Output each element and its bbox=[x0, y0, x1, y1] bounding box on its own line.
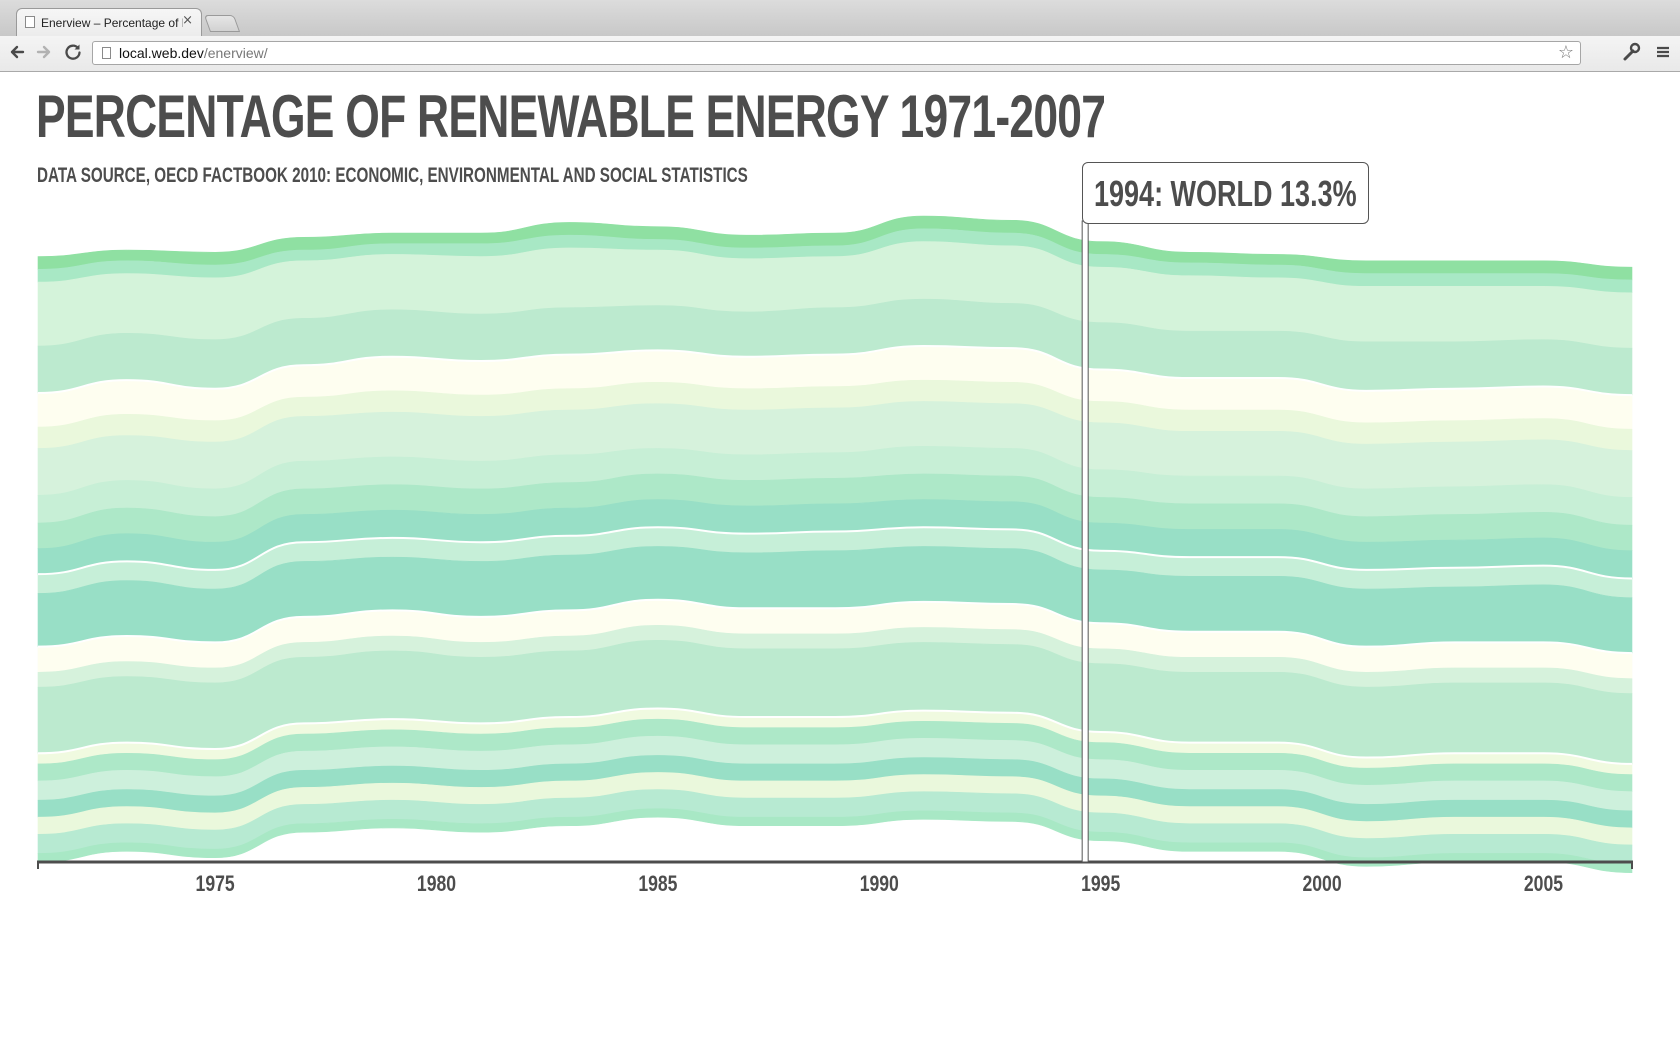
x-tick-label: 2000 bbox=[1302, 872, 1341, 896]
menu-icon[interactable] bbox=[1652, 41, 1674, 63]
year-marker-line[interactable] bbox=[1081, 220, 1089, 863]
arrow-left-icon[interactable] bbox=[6, 41, 28, 63]
tab-title: Enerview – Percentage of R bbox=[41, 16, 183, 30]
year-marker bbox=[1081, 220, 1089, 863]
tab-strip: Enerview – Percentage of R × bbox=[0, 0, 1680, 36]
url-path: /enerview/ bbox=[203, 45, 268, 61]
page-icon bbox=[25, 16, 35, 28]
layer-separator bbox=[37, 598, 1633, 655]
url-host: local.web.dev bbox=[119, 45, 204, 61]
layer-separator bbox=[37, 345, 1633, 397]
stream-layers bbox=[37, 215, 1633, 873]
star-icon[interactable]: ☆ bbox=[1557, 42, 1574, 63]
x-tick-label: 1980 bbox=[417, 872, 456, 896]
browser-tab[interactable]: Enerview – Percentage of R × bbox=[16, 8, 202, 36]
layer-separator bbox=[37, 526, 1633, 580]
wrench-icon[interactable] bbox=[1620, 41, 1642, 63]
url-text: local.web.dev/enerview/ bbox=[119, 45, 268, 61]
x-tick-label: 2005 bbox=[1524, 872, 1563, 896]
stream-layer-22[interactable] bbox=[37, 808, 1633, 873]
arrow-right-icon[interactable] bbox=[33, 41, 55, 63]
page-subtitle: DATA SOURCE, OECD FACTBOOK 2010: ECONOMI… bbox=[37, 164, 748, 187]
address-bar[interactable]: local.web.dev/enerview/ ☆ bbox=[92, 41, 1581, 65]
x-tick-label: 1985 bbox=[638, 872, 677, 896]
x-tick-label: 1975 bbox=[196, 872, 235, 896]
page-title: PERCENTAGE OF RENEWABLE ENERGY 1971-2007 bbox=[36, 83, 1106, 150]
x-tick-label: 1990 bbox=[860, 872, 899, 896]
year-tooltip: 1994: WORLD 13.3% bbox=[1082, 162, 1369, 224]
browser-toolbar: local.web.dev/enerview/ ☆ bbox=[0, 36, 1680, 72]
page-icon bbox=[102, 47, 111, 59]
x-axis: 1975 1980 1985 1990 1995 2000 2005 bbox=[37, 860, 1633, 897]
reload-icon[interactable] bbox=[62, 41, 84, 63]
tab-close-icon[interactable]: × bbox=[182, 13, 193, 28]
layer-separator bbox=[37, 707, 1633, 765]
tooltip-text: 1994: WORLD 13.3% bbox=[1094, 173, 1357, 214]
x-tick-label: 1995 bbox=[1081, 872, 1120, 896]
